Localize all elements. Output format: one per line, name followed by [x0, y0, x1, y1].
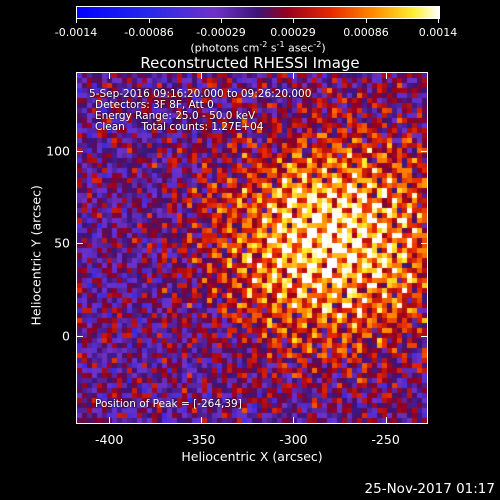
- colorbar-tick-label: -0.0014: [54, 26, 98, 39]
- colorbar-units: (photons cm-2 s-1 asec-2): [190, 40, 326, 55]
- x-axis-label: Heliocentric X (arcsec): [181, 449, 323, 464]
- x-tick-label: -400: [94, 432, 124, 447]
- y-tick-label: 100: [46, 143, 70, 159]
- colorbar-tick-mark: [149, 19, 150, 23]
- colorbar-tick-mark: [76, 19, 77, 23]
- peak-position-label: Position of Peak = [-264,39]: [95, 398, 242, 410]
- x-tick-label: -350: [187, 432, 216, 447]
- y-tick-label: 0: [62, 328, 70, 344]
- colorbar-tick-mark: [438, 19, 439, 23]
- heatmap-image: [77, 73, 427, 423]
- annotation-time-range: 5-Sep-2016 09:16:20.000 to 09:26:20.000: [89, 88, 312, 100]
- x-tick-mark: [293, 417, 295, 424]
- annotation-detectors: Detectors: 3F 8F, Att 0: [95, 99, 214, 111]
- footer-date: 25-Nov-2017 01:17: [364, 481, 495, 497]
- colorbar-tick-mark: [366, 19, 367, 23]
- y-tick-mark: [76, 243, 83, 245]
- y-tick-mark: [421, 243, 428, 245]
- y-tick-mark: [76, 335, 83, 337]
- annotation-counts: Clean Total counts: 1.27E+04: [95, 121, 264, 133]
- x-tick-label: -300: [279, 432, 308, 447]
- colorbar-tick-label: -0.00029: [196, 26, 246, 39]
- colorbar-tick-label: 0.0014: [418, 26, 458, 39]
- y-tick-mark: [421, 151, 428, 153]
- x-tick-mark: [109, 72, 111, 79]
- y-tick-mark: [421, 335, 428, 337]
- x-tick-mark: [293, 72, 295, 79]
- x-tick-mark: [385, 417, 387, 424]
- annotation-energy: Energy Range: 25.0 - 50.0 keV: [95, 110, 256, 122]
- x-tick-mark: [201, 417, 203, 424]
- colorbar-tick-label: -0.00086: [124, 26, 174, 39]
- plot-title: Reconstructed RHESSI Image: [140, 54, 360, 72]
- x-tick-mark: [385, 72, 387, 79]
- y-axis-label: Heliocentric Y (arcsec): [28, 185, 44, 326]
- plot-frame: 5-Sep-2016 09:16:20.000 to 09:26:20.000 …: [76, 72, 428, 424]
- colorbar-tick-label: 0.00029: [270, 26, 316, 39]
- colorbar-tick-label: 0.00086: [343, 26, 389, 39]
- x-tick-mark: [109, 417, 111, 424]
- y-tick-label: 50: [54, 235, 70, 251]
- x-tick-label: -250: [371, 432, 400, 447]
- y-tick-mark: [76, 151, 83, 153]
- colorbar: [76, 6, 440, 19]
- colorbar-tick-mark: [293, 19, 294, 23]
- x-tick-mark: [201, 72, 203, 79]
- colorbar-tick-mark: [221, 19, 222, 23]
